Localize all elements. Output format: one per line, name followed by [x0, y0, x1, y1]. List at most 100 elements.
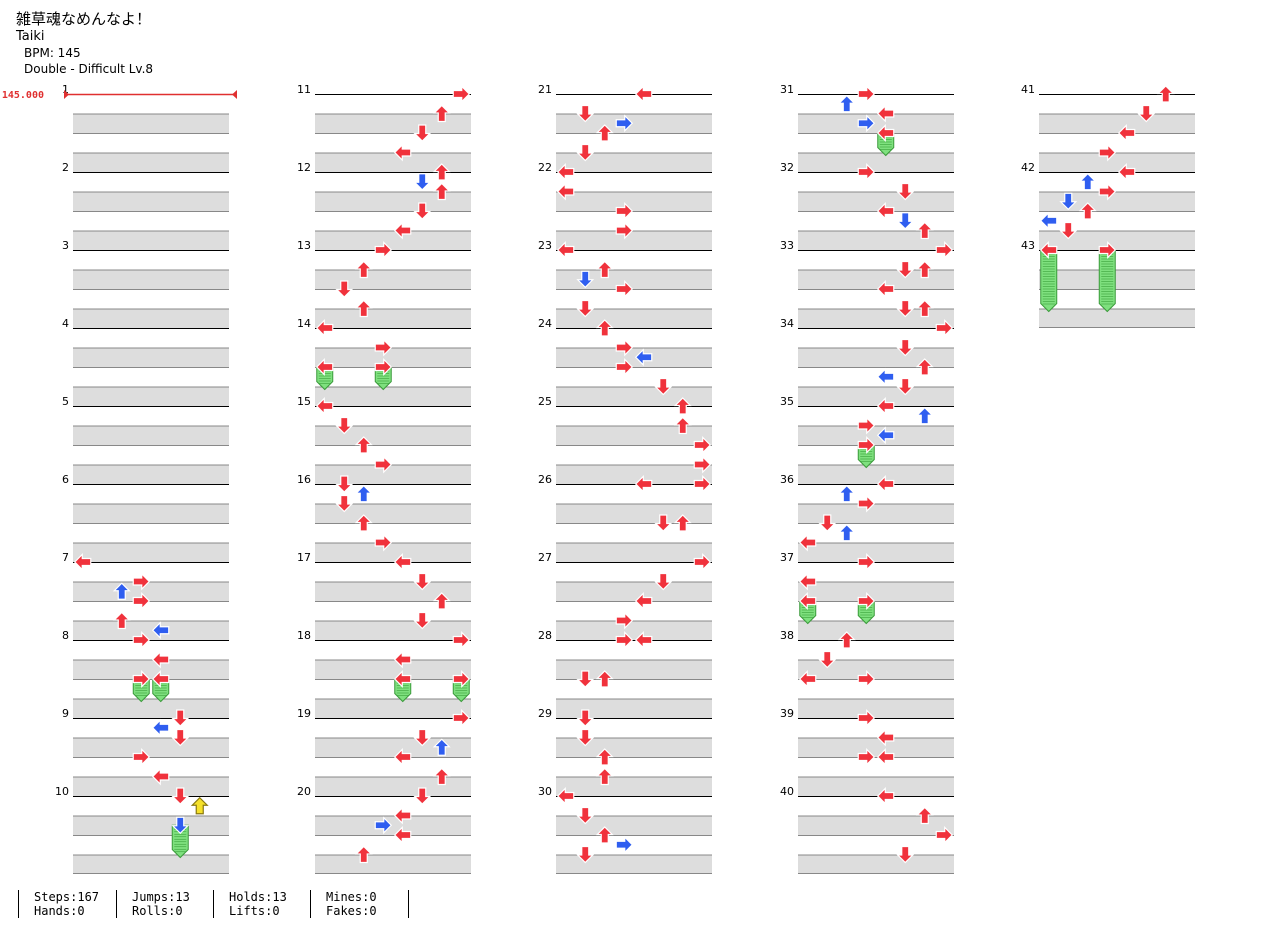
arrow-up-icon — [915, 358, 934, 376]
arrow-down-icon — [896, 182, 915, 201]
beat-band — [73, 542, 229, 562]
arrow-up-icon — [673, 397, 692, 415]
arrow-right-icon — [615, 114, 634, 133]
arrow-left-icon — [556, 182, 575, 201]
beat-band — [315, 698, 471, 718]
arrow-right-icon — [615, 280, 634, 298]
beat-band — [556, 191, 712, 211]
arrow-up-icon — [915, 406, 934, 425]
chart-column: 31 32 33 34 35 36 37 38 39 40 — [780, 83, 954, 874]
mode-line: Double - Difficult Lv.8 — [24, 62, 154, 76]
measure-number: 20 — [297, 785, 311, 798]
arrow-left-icon — [151, 718, 170, 737]
measure-number: 8 — [62, 629, 69, 642]
arrow-up-icon — [354, 484, 373, 503]
arrow-left-icon — [556, 787, 575, 805]
hold-tail-icon — [857, 600, 875, 625]
arrow-down-icon — [1137, 104, 1156, 123]
beat-band — [1039, 191, 1195, 211]
beat-band — [556, 854, 712, 874]
arrow-right-icon — [615, 221, 634, 240]
beat-band — [73, 308, 229, 328]
measure-number: 15 — [297, 395, 311, 408]
arrow-left-icon — [798, 533, 817, 552]
beat-band — [315, 542, 471, 562]
arrow-down-icon — [413, 173, 432, 191]
arrow-down-icon — [576, 104, 595, 123]
chart-column: 21 22 23 24 25 26 27 28 29 30 — [538, 83, 712, 874]
measure-number: 22 — [538, 161, 552, 174]
arrow-down-icon — [576, 728, 595, 747]
arrow-down-icon — [413, 124, 432, 142]
arrow-down-icon — [576, 709, 595, 727]
arrow-down-icon — [654, 572, 673, 591]
arrow-left-icon — [876, 104, 895, 123]
arrow-right-icon — [693, 436, 712, 454]
arrow-up-icon — [1078, 172, 1097, 191]
arrow-up-icon — [595, 767, 614, 786]
beat-band — [315, 308, 471, 328]
measure-number: 36 — [780, 473, 794, 486]
stat-steps: Steps:167 — [34, 890, 100, 904]
arrow-left-icon — [798, 572, 817, 591]
measure-number: 7 — [62, 551, 69, 564]
arrow-down-icon — [413, 572, 432, 591]
beat-band — [73, 776, 229, 796]
arrow-right-icon — [615, 835, 634, 854]
arrow-up-icon — [595, 319, 614, 337]
arrow-left-icon — [556, 241, 575, 259]
arrow-left-icon — [151, 670, 170, 688]
beat-band — [556, 230, 712, 250]
arrow-up-icon — [673, 514, 692, 532]
beat-band — [315, 386, 471, 406]
arrow-down-icon — [818, 514, 837, 532]
arrow-right-icon — [132, 670, 151, 688]
beat-band — [556, 308, 712, 328]
arrow-left-icon — [876, 367, 895, 386]
arrow-right-icon — [857, 592, 876, 610]
measure-number: 21 — [538, 83, 552, 96]
beat-band — [73, 737, 229, 757]
beat-band — [1039, 230, 1195, 250]
arrow-left-icon — [634, 592, 653, 610]
arrow-left-icon — [315, 397, 334, 415]
arrow-up-icon — [354, 845, 373, 864]
stat-rolls: Rolls:0 — [132, 904, 183, 918]
arrow-left-icon — [151, 767, 170, 786]
arrow-right-icon — [1098, 182, 1117, 201]
arrow-left-icon — [393, 221, 412, 240]
arrow-right-icon — [374, 455, 393, 474]
hold-tail-icon — [1040, 249, 1058, 313]
chart-column: 1 2 3 4 5 6 7 8 9 10 — [55, 83, 229, 874]
beat-band — [556, 269, 712, 289]
song-title: 雑草魂なめんなよ！ — [16, 10, 152, 28]
arrow-left-icon — [876, 475, 895, 493]
arrow-up-icon — [837, 523, 856, 542]
beat-band — [1039, 269, 1195, 289]
beat-band — [556, 113, 712, 133]
measure-number: 14 — [297, 317, 311, 330]
beat-band — [556, 464, 712, 484]
beat-band — [73, 269, 229, 289]
arrow-left-icon — [556, 163, 575, 181]
arrow-right-icon — [935, 826, 954, 844]
beat-band — [73, 152, 229, 172]
beat-band — [315, 854, 471, 874]
arrow-up-icon — [354, 299, 373, 318]
beat-band — [315, 269, 471, 289]
measure-number: 9 — [62, 707, 69, 720]
stat-lifts: Lifts:0 — [229, 904, 280, 918]
arrow-down-icon — [413, 611, 432, 630]
arrow-down-icon — [335, 280, 354, 298]
beat-band — [73, 698, 229, 718]
beat-band — [73, 113, 229, 133]
measure-number: 41 — [1021, 83, 1035, 96]
arrow-down-icon — [896, 845, 915, 864]
beat-band — [315, 113, 471, 133]
beat-band — [556, 581, 712, 601]
arrow-left-icon — [315, 358, 334, 376]
arrow-left-icon — [876, 426, 895, 445]
arrow-down-icon — [1059, 221, 1078, 240]
arrow-right-icon — [857, 553, 876, 571]
beat-band — [73, 854, 229, 874]
